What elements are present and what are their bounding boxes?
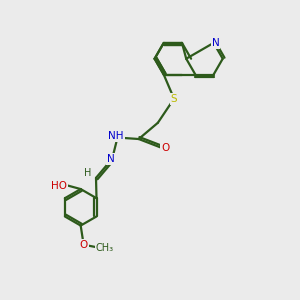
Text: HO: HO xyxy=(52,181,68,190)
Text: O: O xyxy=(161,143,169,153)
Text: N: N xyxy=(212,38,220,48)
Text: N: N xyxy=(106,154,114,164)
Text: CH₃: CH₃ xyxy=(96,243,114,253)
Text: NH: NH xyxy=(108,131,124,141)
Text: O: O xyxy=(80,240,88,250)
Text: S: S xyxy=(171,94,177,104)
Text: H: H xyxy=(84,169,92,178)
